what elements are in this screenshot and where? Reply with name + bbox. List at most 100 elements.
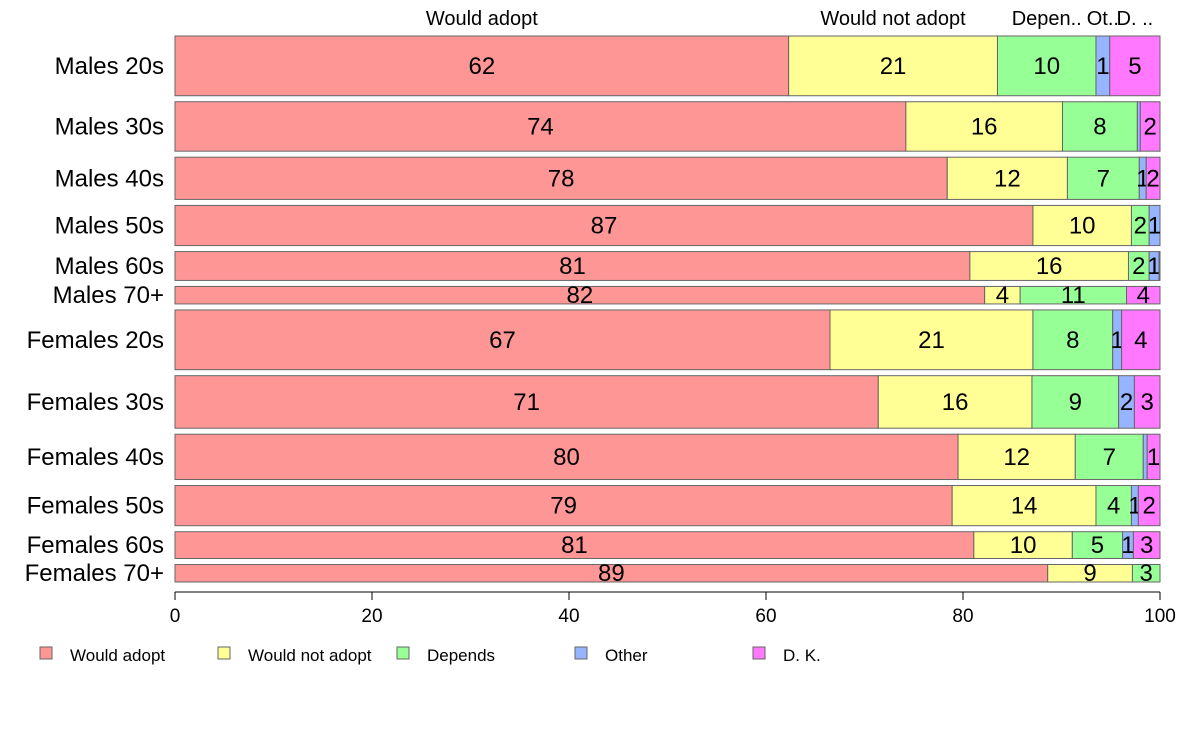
data-label: 2 xyxy=(1132,253,1145,280)
data-label: 78 xyxy=(548,165,575,192)
bar-row: 81 16 2 1 xyxy=(174,251,1161,281)
bar-segment xyxy=(1148,204,1161,247)
data-label: 2 xyxy=(1120,389,1133,416)
bar-row: 62 21 10 1 5 xyxy=(174,35,1161,97)
data-label: 5 xyxy=(1128,53,1141,80)
category-label: Females 50s xyxy=(27,493,164,520)
bar-segment xyxy=(1032,204,1132,247)
bar-row: 81 10 5 1 3 xyxy=(174,531,1161,559)
legend-swatch xyxy=(396,646,410,660)
bar-segment xyxy=(1071,531,1124,559)
bar-row: 82 4 11 4 xyxy=(174,282,1161,309)
data-label: 11 xyxy=(1061,282,1086,309)
bar-row: 71 16 9 2 3 xyxy=(174,375,1161,429)
data-label: 4 xyxy=(1107,493,1120,520)
legend-label: Other xyxy=(605,646,648,665)
data-label: 5 xyxy=(1091,532,1104,559)
legend-label: Would not adopt xyxy=(248,646,372,665)
legend-swatch xyxy=(39,646,53,660)
data-label: 7 xyxy=(1103,444,1116,471)
data-label: 9 xyxy=(1069,389,1082,416)
bar-segment xyxy=(788,35,998,97)
x-axis: 0 20 40 60 80 100 xyxy=(170,591,1176,627)
bar-segment xyxy=(174,375,879,429)
data-label: 14 xyxy=(1011,493,1038,520)
bar-segment xyxy=(174,309,831,371)
data-label: 10 xyxy=(1069,213,1096,240)
bar-segment xyxy=(174,204,1034,247)
legend-label: Depends xyxy=(427,646,495,665)
legend-swatch xyxy=(752,646,766,660)
legend-item: Would not adopt xyxy=(217,646,372,665)
bar-segment xyxy=(1109,35,1161,97)
legend-item: D. K. xyxy=(752,646,821,665)
data-label: 1 xyxy=(1110,327,1123,354)
bar-segment xyxy=(1031,375,1120,429)
data-label: 21 xyxy=(918,327,945,354)
bar-segment xyxy=(1137,485,1161,527)
data-label: 2 xyxy=(1146,165,1159,192)
bar-segment xyxy=(1146,433,1161,481)
category-label: Males 70+ xyxy=(53,282,164,309)
data-label: 82 xyxy=(566,282,593,309)
bar-segment xyxy=(957,433,1076,481)
bar-segment xyxy=(174,485,953,527)
data-label: 2 xyxy=(1143,113,1156,140)
legend-label: D. K. xyxy=(783,646,821,665)
data-label: 89 xyxy=(598,560,625,587)
bar-segment xyxy=(174,531,975,559)
data-label: 1 xyxy=(1147,444,1160,471)
data-label: 4 xyxy=(1134,327,1147,354)
legend-swatch xyxy=(217,646,231,660)
series-header-label: Would not adopt xyxy=(820,8,966,30)
data-label: 67 xyxy=(489,327,516,354)
x-tick-label: 60 xyxy=(755,606,776,627)
data-label: 12 xyxy=(1003,444,1030,471)
data-label: 80 xyxy=(553,444,580,471)
bar-row: 79 14 4 1 2 xyxy=(174,485,1161,527)
bar-segment xyxy=(1132,531,1161,559)
legend-item: Depends xyxy=(396,646,495,665)
series-header-label: D. .. xyxy=(1117,8,1154,30)
bar-segment xyxy=(1126,285,1161,305)
data-label: 10 xyxy=(1010,532,1037,559)
category-label: Females 70+ xyxy=(25,560,164,587)
data-label: 8 xyxy=(1066,327,1079,354)
data-label: 16 xyxy=(971,113,998,140)
legend-item: Other xyxy=(574,646,648,665)
data-label: 3 xyxy=(1140,532,1153,559)
x-tick-label: 20 xyxy=(361,606,382,627)
bar-segment xyxy=(973,531,1073,559)
bar-segment xyxy=(1139,101,1161,152)
data-label: 2 xyxy=(1142,493,1155,520)
category-label: Males 30s xyxy=(55,113,164,140)
category-label: Males 40s xyxy=(55,165,164,192)
data-label: 81 xyxy=(561,532,588,559)
x-tick-label: 80 xyxy=(952,606,973,627)
bar-row: 67 21 8 1 4 xyxy=(174,309,1161,371)
data-label: 21 xyxy=(880,53,907,80)
bar-row: 80 12 7 1 xyxy=(174,433,1161,481)
bar-segment xyxy=(1145,156,1161,200)
category-label: Females 60s xyxy=(27,532,164,559)
bar-segment xyxy=(174,101,907,152)
x-tick-label: 40 xyxy=(558,606,579,627)
bar-segment xyxy=(996,35,1097,97)
data-label: 62 xyxy=(468,53,495,80)
data-label: 12 xyxy=(994,165,1021,192)
legend-swatch xyxy=(574,646,588,660)
legend-item: Would adopt xyxy=(39,646,165,665)
bar-segment xyxy=(1066,156,1140,200)
bar-row: 89 9 3 xyxy=(174,560,1161,587)
bar-segment xyxy=(951,485,1097,527)
legend-label: Would adopt xyxy=(70,646,165,665)
bar-segment xyxy=(174,251,971,281)
bar-segment xyxy=(1032,309,1114,371)
data-label: 74 xyxy=(527,113,554,140)
bar-row: 78 12 7 12 xyxy=(174,156,1161,200)
bar-segment xyxy=(174,35,790,97)
category-label: Males 50s xyxy=(55,213,164,240)
data-label: 4 xyxy=(1137,282,1150,309)
data-label: 81 xyxy=(559,253,586,280)
